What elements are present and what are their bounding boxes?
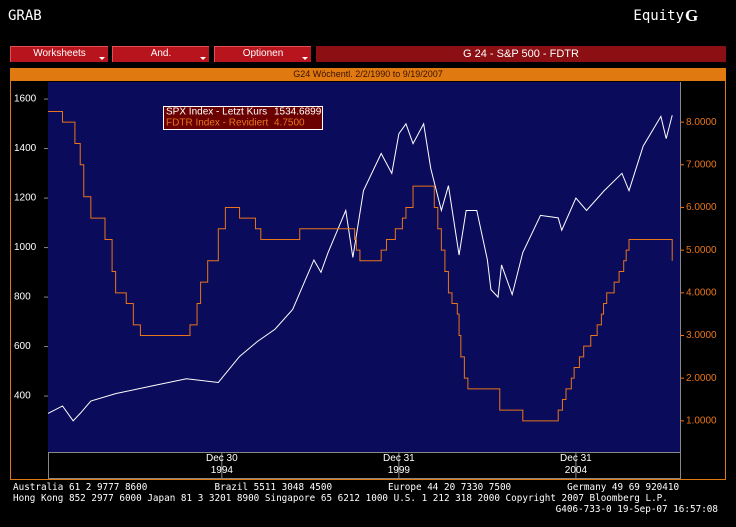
y-tick-label: 1600 (14, 94, 37, 105)
y-tick-label: 1400 (14, 143, 37, 154)
plot-area (48, 82, 680, 452)
go-key: G (685, 6, 699, 25)
footer-line: Hong Kong 852 2977 6000 Japan 81 3 3201 … (13, 493, 668, 504)
footer-line: Australia 61 2 9777 8600 Brazil 5511 304… (13, 482, 680, 493)
x-tick-label: Dec 31 2004 (560, 453, 592, 476)
series-line (48, 110, 673, 422)
y2-tick-label: 2.0000 (686, 373, 717, 384)
legend-value: 1534.6899 (274, 107, 322, 118)
legend-label: FDTR Index - Revidiert (166, 118, 268, 129)
x-tick-label: Dec 31 1999 (383, 453, 415, 476)
y2-tick-label: 8.0000 (686, 117, 717, 128)
y-tick-label: 800 (14, 292, 31, 303)
legend (163, 106, 323, 130)
function-name: GRAB (8, 8, 42, 24)
series-line (47, 115, 673, 422)
y2-tick-label: 6.0000 (686, 202, 717, 213)
y2-tick-label: 3.0000 (686, 330, 717, 341)
y-tick-label: 1200 (14, 193, 37, 204)
y-tick-label: 1000 (14, 242, 37, 253)
menu-button[interactable]: And. (112, 46, 209, 62)
legend-value: 4.7500 (274, 118, 305, 129)
chart-subtitle: G24 Wöchentl. 2/2/1990 to 9/19/2007 (10, 68, 726, 80)
y2-tick-label: 7.0000 (686, 159, 717, 170)
y2-tick-label: 5.0000 (686, 245, 717, 256)
y2-tick-label: 4.0000 (686, 287, 717, 298)
menu-button[interactable]: Worksheets (10, 46, 108, 62)
legend-label: SPX Index - Letzt Kurs (166, 107, 267, 118)
menu-button[interactable]: Optionen (214, 46, 311, 62)
y2-tick-label: 1.0000 (686, 415, 717, 426)
x-tick-label: Dec 30 1994 (206, 453, 238, 476)
y-tick-label: 600 (14, 341, 31, 352)
footer-line: G406-733-0 19-Sep-07 16:57:08 (555, 504, 718, 515)
screen-title: G 24 - S&P 500 - FDTR (316, 46, 726, 62)
chart-frame (10, 80, 726, 480)
y-tick-label: 400 (14, 391, 31, 402)
market-sector: Equity (633, 8, 684, 24)
